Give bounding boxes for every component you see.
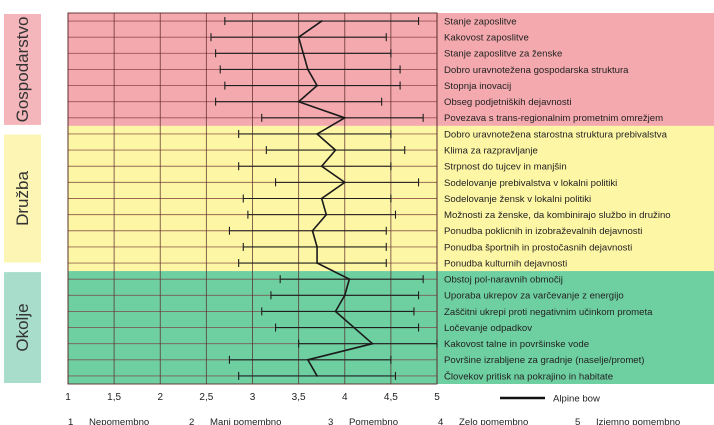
row-label-0-0: Stanje zaposlitve (444, 16, 517, 27)
group-label-0: Gospodarstvo (13, 17, 32, 123)
series-point-6 (343, 116, 346, 119)
scale-note: 1 Nepomembno 2 Manj pomembno 3 Pomembno 4 Zelo … (68, 417, 680, 425)
scale-note-value-0: 1 (68, 417, 73, 425)
x-axis: 1 1,5 2 2,5 3 3,5 4 4,5 5 (65, 392, 440, 403)
series-point-17 (343, 294, 346, 297)
series-point-0 (320, 20, 323, 22)
scale-note-value-4: 5 (575, 417, 580, 425)
scale-note-value-2: 3 (328, 417, 333, 425)
series-point-5 (297, 100, 300, 103)
row-label-2-3: Ločevanje odpadkov (444, 323, 532, 334)
group-label-box-1 (4, 134, 41, 263)
scale-note-text-1: Manj pomembno (210, 417, 281, 425)
x-tick-label-5: 3,5 (292, 392, 306, 403)
scale-note-value-3: 4 (438, 417, 444, 425)
row-label-0-1: Kakovost zaposlitve (444, 33, 529, 44)
row-label-1-1: Klima za razpravljanje (444, 146, 538, 157)
x-tick-label-6: 4 (342, 392, 348, 403)
series-point-7 (316, 133, 318, 135)
row-label-2-5: Površine izrabljene za gradnje (naselje/… (444, 355, 645, 366)
row-label-1-0: Dobro uravnotežena starostna struktura p… (444, 129, 668, 140)
series-point-9 (320, 165, 323, 168)
x-tick-label-0: 1 (65, 392, 71, 403)
series-point-4 (316, 84, 318, 87)
series-point-11 (320, 197, 323, 200)
group-label-2: Okolje (13, 303, 32, 351)
scale-note-value-1: 2 (189, 417, 194, 425)
row-label-0-4: Stopnja inovacij (444, 81, 511, 92)
row-label-1-3: Sodelovanje prebivalstva v lokalni polit… (444, 178, 617, 189)
legend-label: Alpine bow (553, 394, 600, 405)
row-label-1-5: Možnosti za ženske, da kombinirajo služb… (444, 210, 671, 221)
row-label-layer: Stanje zaposlitve Kakovost zaposlitve Stan… (444, 16, 671, 382)
row-label-2-6: Človekov pritisk na pokrajino in habitat… (444, 371, 613, 382)
row-label-1-7: Ponudba športnih in prostočasnih dejavno… (444, 242, 632, 253)
series-point-2 (302, 52, 305, 55)
value-layer (297, 20, 375, 377)
row-label-0-5: Obseg podjetniških dejavnosti (444, 97, 571, 108)
series-point-8 (334, 149, 337, 152)
row-label-2-1: Uporaba ukrepov za varčevanje z energijo (444, 291, 624, 302)
scale-note-text-0: Nepomembno (89, 417, 149, 425)
row-label-2-4: Kakovost talne in površinske vode (444, 339, 589, 350)
row-label-1-6: Ponudba poklicnih in izobraževalnih deja… (444, 226, 642, 237)
row-label-0-2: Stanje zaposlitve za ženske (444, 49, 562, 60)
row-label-0-6: Povezava s trans-regionalnim prometnim o… (444, 113, 663, 124)
group-label-1: Družba (13, 171, 32, 226)
group-label-box-2 (4, 272, 41, 383)
series-point-16 (348, 278, 351, 281)
x-tick-label-3: 2,5 (199, 392, 213, 403)
series-point-18 (334, 310, 337, 313)
series-point-10 (343, 181, 346, 184)
series-point-3 (306, 68, 309, 71)
series-point-19 (353, 326, 355, 329)
x-tick-label-1: 1,5 (107, 392, 121, 403)
x-tick-label-2: 2 (157, 392, 163, 403)
x-tick-label-7: 4,5 (384, 392, 398, 403)
scale-note-text-4: Izjemno pomembno (596, 417, 680, 425)
row-label-1-8: Ponudba kulturnih dejavnosti (444, 258, 567, 269)
series-point-12 (325, 213, 328, 216)
series-point-21 (306, 358, 309, 361)
row-label-0-3: Dobro uravnotežena gospodarska struktura (444, 65, 629, 76)
x-tick-label-4: 3 (250, 392, 256, 403)
scale-note-text-2: Pomembno (349, 417, 398, 425)
series-point-1 (297, 36, 300, 39)
x-tick-label-8: 5 (434, 392, 440, 403)
scale-note-text-3: Zelo pomembno (459, 417, 528, 425)
legend: Alpine bow (500, 394, 600, 405)
row-label-1-2: Strpnost do tujcev in manjšin (444, 162, 567, 173)
series-point-22 (316, 375, 318, 377)
row-label-1-4: Sodelovanje žensk v lokalni politiki (444, 194, 591, 205)
group-label-layer: Gospodarstvo Družba Okolje (4, 14, 41, 383)
series-point-20 (371, 342, 374, 345)
plot-frame (67, 12, 438, 385)
group-label-box-0 (4, 14, 41, 125)
row-label-2-0: Obstoj pol-naravnih območij (444, 275, 563, 286)
series-point-15 (316, 262, 318, 264)
series-point-13 (311, 229, 314, 232)
row-label-2-2: Zaščitni ukrepi proti negativnim učinkom… (444, 307, 653, 318)
series-point-14 (316, 245, 318, 248)
